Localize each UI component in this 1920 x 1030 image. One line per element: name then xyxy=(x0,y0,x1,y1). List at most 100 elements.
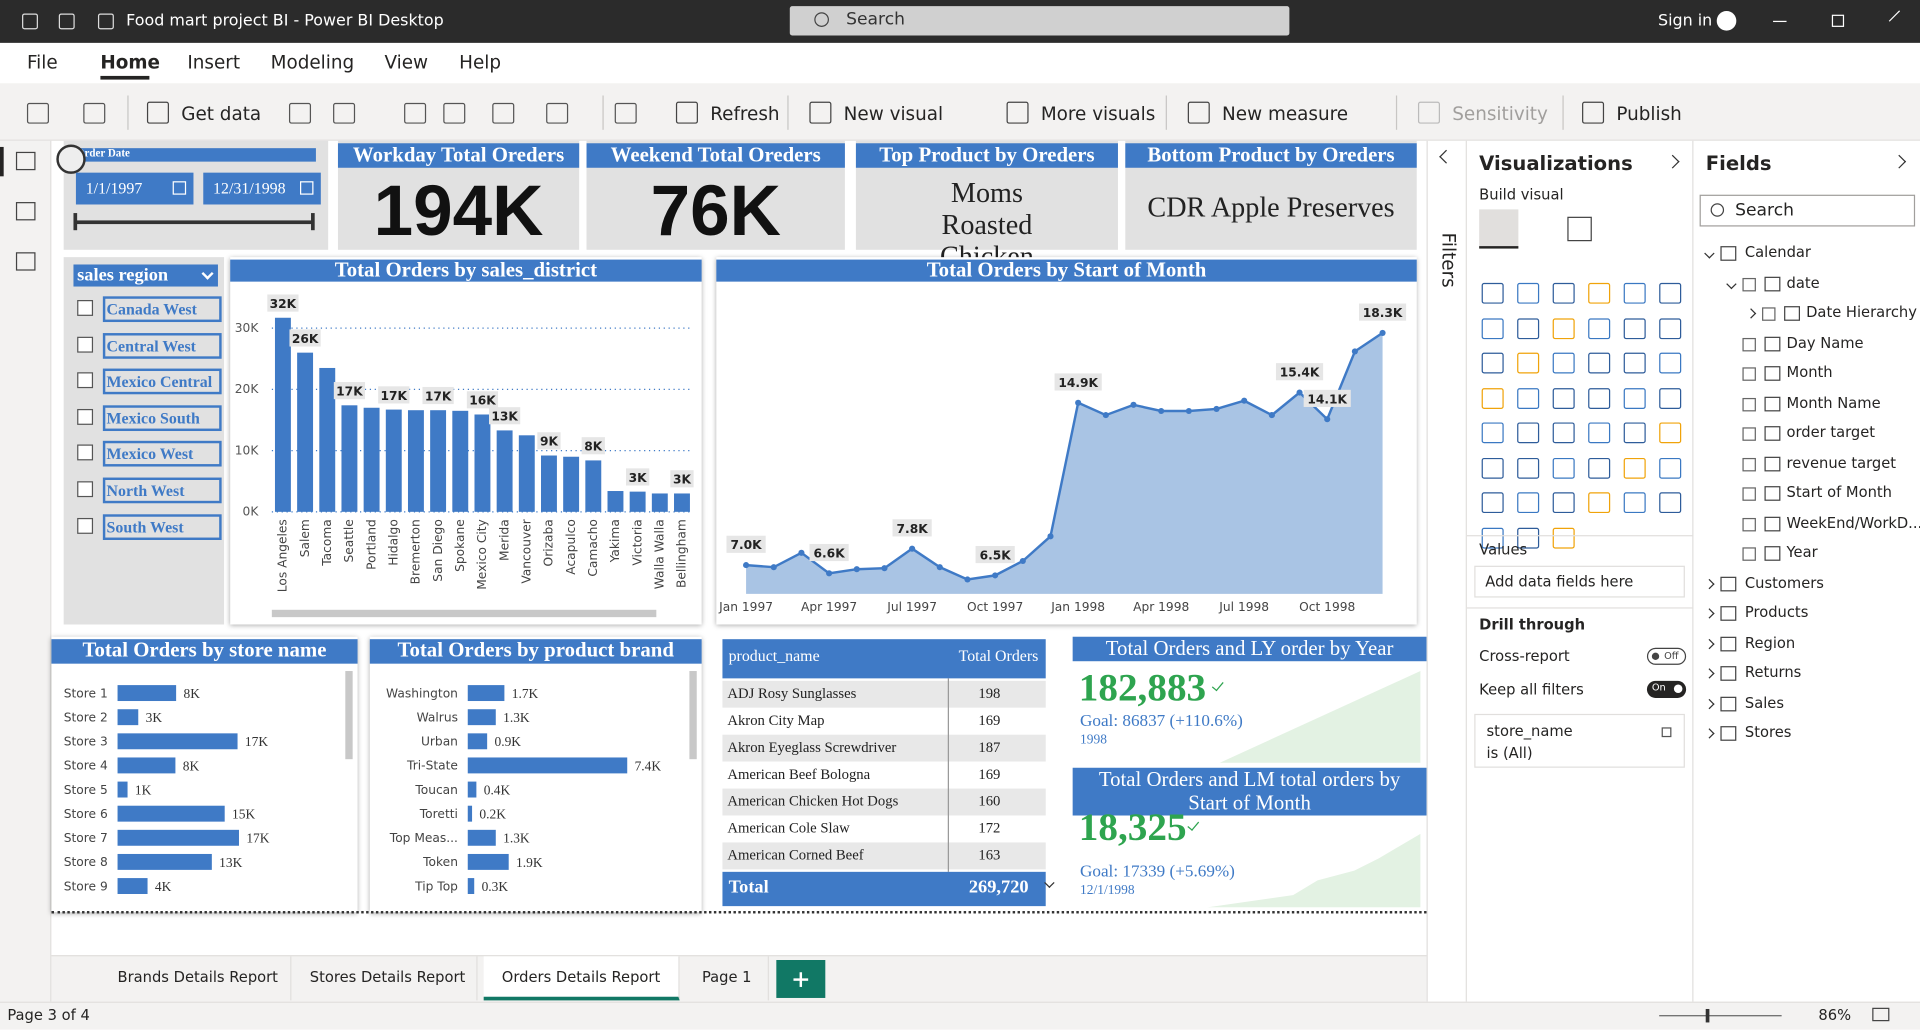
visual-type-icon[interactable] xyxy=(1623,352,1646,374)
field[interactable]: WeekEnd/WorkD... xyxy=(1786,513,1920,531)
search-box[interactable]: Search xyxy=(789,6,1290,36)
visual-type-icon[interactable] xyxy=(1552,387,1575,409)
checkbox[interactable] xyxy=(77,408,94,425)
title-icon[interactable] xyxy=(22,13,38,30)
visual-type-icon[interactable] xyxy=(1481,457,1504,479)
minimize[interactable] xyxy=(1773,20,1787,23)
field[interactable]: revenue target xyxy=(1786,453,1897,471)
visual-type-icon[interactable] xyxy=(1659,352,1682,374)
slicer-item[interactable]: Canada West xyxy=(102,296,222,323)
checkbox[interactable] xyxy=(1762,307,1776,321)
back-icon[interactable] xyxy=(56,144,86,174)
expand-arrow[interactable] xyxy=(1704,578,1715,589)
ribbon-icon[interactable] xyxy=(83,102,106,124)
date-input[interactable]: 12/31/1998 xyxy=(203,172,321,205)
add-page[interactable] xyxy=(776,960,826,998)
nav-icon[interactable] xyxy=(15,202,36,221)
field[interactable]: Day Name xyxy=(1786,333,1864,351)
visual-type-icon[interactable] xyxy=(1623,422,1646,444)
slicer-item[interactable]: Mexico South xyxy=(102,405,222,431)
title-icon[interactable] xyxy=(97,13,114,30)
visual-type-icon[interactable] xyxy=(1588,352,1611,374)
visual-type-icon[interactable] xyxy=(1623,492,1646,514)
visual-type-icon[interactable] xyxy=(1659,282,1682,304)
toggle-on[interactable]: On xyxy=(1646,680,1687,698)
field[interactable]: order target xyxy=(1786,423,1876,441)
ribbon-icon[interactable] xyxy=(546,102,569,124)
visual-type-icon[interactable] xyxy=(1481,317,1504,339)
visual-type-icon[interactable] xyxy=(1623,282,1646,304)
checkbox[interactable] xyxy=(77,517,94,534)
toggle-off[interactable]: Off xyxy=(1646,647,1687,665)
menu-item[interactable]: Home xyxy=(100,51,161,74)
field[interactable]: Year xyxy=(1786,543,1818,561)
expand-arrow[interactable] xyxy=(1704,638,1715,649)
visual-type-icon[interactable] xyxy=(1517,282,1540,304)
date-input[interactable]: 1/1/1997 xyxy=(75,172,194,205)
visual-type-icon[interactable] xyxy=(1481,527,1504,548)
menu-item[interactable]: File xyxy=(26,51,58,74)
ribbon-icon[interactable] xyxy=(1187,101,1210,124)
table-name[interactable]: Stores xyxy=(1744,723,1792,741)
nav-icon[interactable] xyxy=(15,151,36,171)
ribbon-icon[interactable] xyxy=(146,101,169,124)
ribbon-icon[interactable] xyxy=(333,102,356,124)
build-icon[interactable] xyxy=(1479,209,1519,249)
checkbox[interactable] xyxy=(1742,397,1756,411)
sign-in[interactable]: Sign in xyxy=(1657,12,1713,31)
ribbon-icon[interactable] xyxy=(1582,101,1605,124)
visual-type-icon[interactable] xyxy=(1623,317,1646,339)
ribbon-icon[interactable] xyxy=(492,102,515,124)
field[interactable]: Date Hierarchy xyxy=(1806,303,1917,321)
nav-icon[interactable] xyxy=(15,252,36,271)
visual-type-icon[interactable] xyxy=(1481,492,1504,514)
title-icon[interactable] xyxy=(58,13,75,30)
ribbon-icon[interactable] xyxy=(404,102,427,124)
filters-label[interactable]: Filters xyxy=(1437,232,1460,288)
ribbon-icon[interactable] xyxy=(1417,101,1441,124)
table-name[interactable]: Region xyxy=(1744,633,1796,651)
menu-item[interactable]: Modeling xyxy=(270,51,355,74)
ribbon-icon[interactable] xyxy=(26,102,49,124)
ribbon-button[interactable]: New measure xyxy=(1222,102,1349,125)
checkbox[interactable] xyxy=(1742,487,1756,501)
visual-type-icon[interactable] xyxy=(1552,492,1575,514)
ribbon-button[interactable]: Publish xyxy=(1616,102,1682,125)
ribbon-button[interactable]: Get data xyxy=(181,102,262,125)
slicer-item[interactable]: South West xyxy=(102,513,222,540)
visual-type-icon[interactable] xyxy=(1588,422,1611,444)
visual-type-icon[interactable] xyxy=(1517,457,1540,479)
page-tab[interactable]: Stores Details Report xyxy=(299,956,478,1001)
visual-type-icon[interactable] xyxy=(1588,282,1611,304)
slicer-item[interactable]: Mexico West xyxy=(102,441,222,468)
visual-type-icon[interactable] xyxy=(1481,352,1504,374)
checkbox[interactable] xyxy=(1742,367,1756,381)
checkbox[interactable] xyxy=(77,300,94,316)
visual-type-icon[interactable] xyxy=(1481,387,1504,409)
checkbox[interactable] xyxy=(1742,277,1756,291)
field[interactable]: Month xyxy=(1786,363,1833,381)
filter-card[interactable]: store_name is (All) xyxy=(1474,713,1685,768)
visual-type-icon[interactable] xyxy=(1659,422,1682,444)
slicer-item[interactable]: Mexico Central xyxy=(102,368,222,395)
checkbox[interactable] xyxy=(77,372,94,389)
page-tab[interactable]: Brands Details Report xyxy=(105,956,292,1001)
ribbon-button[interactable]: More visuals xyxy=(1040,102,1156,125)
checkbox[interactable] xyxy=(1742,547,1756,561)
filter-lock[interactable] xyxy=(1661,727,1672,738)
ribbon-icon[interactable] xyxy=(675,101,698,124)
visual-type-icon[interactable] xyxy=(1481,282,1504,304)
menu-item[interactable]: View xyxy=(384,51,429,74)
slicer-header[interactable]: sales region xyxy=(73,264,218,287)
expand-arrow[interactable] xyxy=(1704,668,1715,679)
slider-handle[interactable] xyxy=(311,213,315,231)
ribbon-button[interactable]: New visual xyxy=(843,102,944,125)
visual-type-icon[interactable] xyxy=(1659,457,1682,479)
expand-arrow[interactable] xyxy=(1704,248,1715,259)
table-name[interactable]: Returns xyxy=(1744,663,1802,681)
visual-type-icon[interactable] xyxy=(1481,422,1504,444)
table-name[interactable]: Customers xyxy=(1744,573,1824,591)
expand-arrow[interactable] xyxy=(1704,728,1715,739)
ribbon-icon[interactable] xyxy=(614,102,637,124)
expand-arrow[interactable] xyxy=(1726,278,1737,289)
